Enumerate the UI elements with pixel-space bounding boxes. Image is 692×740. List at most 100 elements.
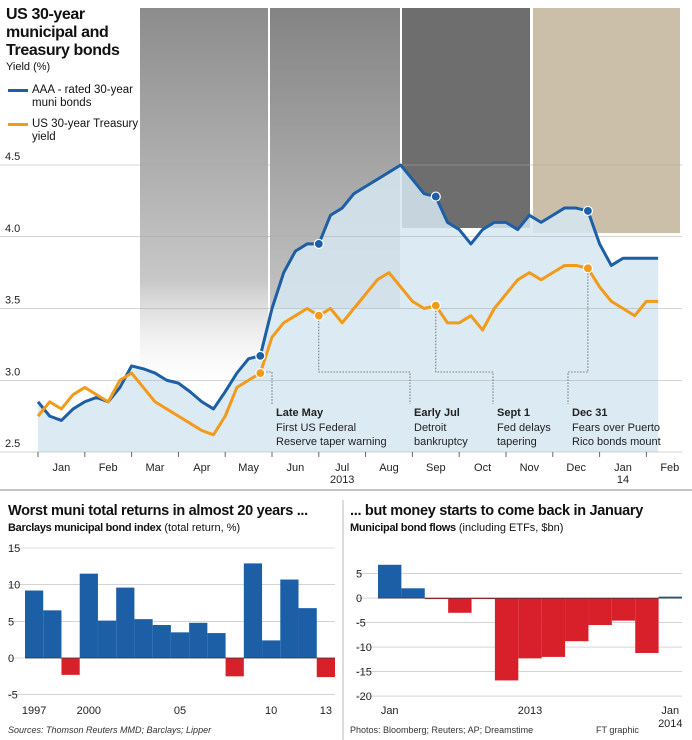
chart-title: US 30-year municipal and Treasury bonds [6, 6, 120, 59]
bar [79, 573, 98, 658]
marker [430, 300, 441, 311]
annotation-text: Fed delays [497, 422, 551, 434]
legend-entry: AAA - rated 30-year muni bonds [6, 84, 152, 110]
y-tick-label: 4.5 [5, 151, 20, 163]
bar [401, 588, 425, 599]
legend-entry: US 30-year Treasury yield [6, 118, 152, 144]
leader [318, 320, 411, 404]
bar [611, 598, 636, 621]
annotation-text: Reserve taper warning [276, 436, 387, 448]
y-tick-label: 2.5 [5, 438, 20, 450]
x-tick-label: 13 [320, 705, 332, 717]
photo-puerto-rico [533, 8, 680, 233]
x-tick-label: Feb [660, 462, 679, 474]
line [36, 263, 659, 437]
y-tick-label: 0 [8, 653, 14, 665]
leader [435, 310, 494, 404]
legend-swatch [8, 89, 28, 92]
y-tick-label: 10 [8, 580, 20, 592]
y-tick-label: -5 [8, 690, 18, 702]
y-tick-label: -5 [356, 618, 366, 630]
bar [61, 658, 80, 675]
year-label: 14 [617, 474, 629, 486]
bar [207, 633, 226, 658]
marker [255, 367, 266, 379]
y-tick-label: 15 [8, 543, 20, 555]
y-tick-label: 3.5 [5, 295, 20, 307]
y-tick-label: 5 [356, 569, 362, 581]
marker [313, 310, 324, 321]
photo-eagle [140, 8, 268, 398]
subtitle: Barclays municipal bond index [8, 522, 162, 534]
marker [255, 350, 266, 361]
bar [316, 658, 335, 678]
year-label: 2013 [518, 705, 542, 717]
bar [424, 598, 449, 600]
annotation-title: Sept 1 [497, 407, 530, 419]
bar [152, 625, 171, 658]
marker [313, 238, 324, 250]
photos [140, 8, 680, 398]
legend-swatch [8, 123, 28, 126]
unit: (including ETFs, $bn) [458, 522, 564, 534]
subtitle: Municipal bond flows [350, 522, 456, 534]
y-tick-label: 0 [356, 593, 362, 605]
x-tick-label: Feb [99, 462, 118, 474]
x-tick-label: Aug [379, 462, 399, 474]
x-tick-label: Dec [566, 462, 586, 474]
bar [280, 579, 299, 658]
x-tick-label: Apr [193, 462, 210, 474]
x-tick-label: Jan [661, 705, 679, 717]
unit: (total return, %) [164, 522, 241, 534]
annotation-text: First US Federal [276, 422, 356, 434]
annotation-title: Dec 31 [572, 407, 607, 419]
bar [565, 598, 589, 642]
x-tick-label: Jun [287, 462, 305, 474]
bar [225, 658, 244, 677]
source: Sources: Thomson Reuters MMD; Barclays; … [8, 725, 212, 735]
year-label: 2014 [658, 718, 682, 730]
bar [43, 610, 62, 658]
bar [471, 598, 495, 600]
bar [588, 598, 612, 626]
line [36, 163, 659, 422]
bar [170, 632, 190, 658]
x-tick-label: Jan [381, 705, 399, 717]
y-axis-label: Yield (%) [6, 61, 51, 73]
bar [25, 590, 44, 658]
x-tick-label: Jul [335, 462, 349, 474]
marker [430, 191, 441, 202]
x-tick-label: 10 [265, 705, 277, 717]
bar [243, 563, 263, 658]
bar [658, 596, 682, 599]
bar [448, 598, 472, 613]
x-tick-label: 05 [174, 705, 186, 717]
bar [378, 564, 402, 599]
bar [541, 598, 566, 657]
x-tick-label: 2000 [77, 705, 101, 717]
annotation-text: Detroit [414, 422, 446, 434]
bar [189, 622, 208, 658]
bar [298, 608, 317, 658]
y-tick-label: -20 [356, 691, 372, 703]
marker [582, 263, 594, 274]
leader [567, 273, 589, 404]
x-tick-label: Nov [520, 462, 540, 474]
x-tick-label: Mar [146, 462, 165, 474]
annotation-title: Late May [276, 407, 324, 419]
annotation-text: bankruptcy [414, 436, 468, 448]
y-tick-label: -15 [356, 667, 372, 679]
bar [116, 587, 135, 658]
x-tick-label: Jan [614, 462, 632, 474]
marker [582, 205, 594, 217]
y-tick-label: 5 [8, 616, 14, 628]
annotation-text: Fears over Puerto [572, 422, 660, 434]
x-tick-label: Sep [426, 462, 446, 474]
annotation-text: tapering [497, 436, 537, 448]
x-tick-label: Oct [474, 462, 491, 474]
y-tick-label: 4.0 [5, 223, 20, 235]
annotation-title: Early Jul [414, 407, 460, 419]
year-label: 2013 [330, 474, 354, 486]
